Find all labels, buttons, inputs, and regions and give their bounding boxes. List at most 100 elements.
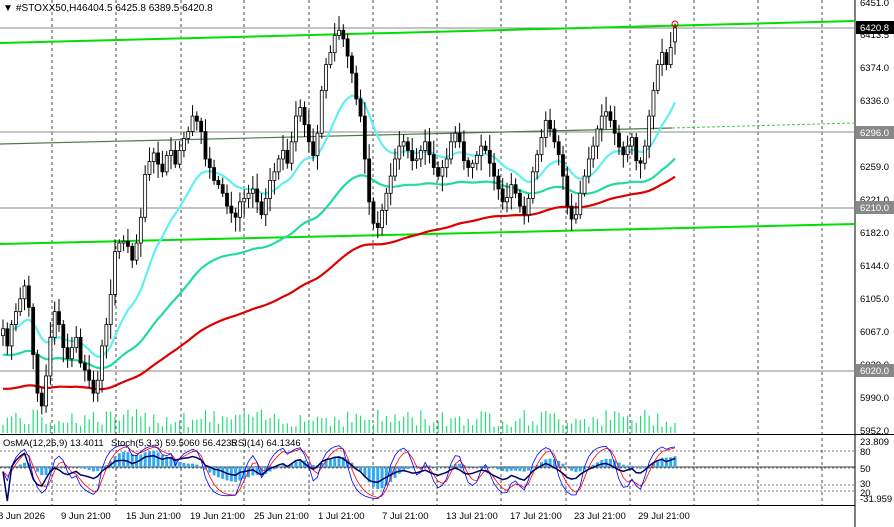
- trend-line-mid: [0, 127, 673, 145]
- candle-body: [272, 171, 277, 181]
- candle-body: [522, 205, 527, 216]
- candle-body: [35, 354, 40, 394]
- price-tick: 6182.0: [860, 228, 889, 239]
- candle-body: [423, 141, 428, 151]
- candle-body: [668, 47, 673, 66]
- dropdown-arrow-icon[interactable]: ▼: [3, 3, 13, 14]
- candle-body: [406, 141, 410, 151]
- candle-body: [138, 216, 143, 244]
- candle-body: [160, 163, 165, 173]
- candlesticks: [1, 16, 677, 415]
- price-tick: 6336.0: [860, 96, 889, 107]
- candle-body: [70, 347, 74, 360]
- candle-body: [479, 145, 484, 156]
- candle-body: [169, 149, 173, 156]
- candle-body: [380, 210, 384, 228]
- candle-body: [39, 392, 44, 407]
- candle-body: [509, 184, 514, 198]
- candle-body: [371, 201, 376, 224]
- candle-body: [225, 192, 229, 207]
- candle-body: [505, 197, 509, 203]
- candle-body: [591, 145, 596, 160]
- candle-body: [384, 192, 389, 211]
- candle-body: [1, 328, 5, 337]
- candle-body: [26, 285, 31, 308]
- stoch-main-line: [2, 444, 676, 500]
- candle-body: [462, 141, 466, 162]
- candle-body: [31, 306, 36, 355]
- level-30-label: 30: [860, 479, 871, 490]
- osma-histogram: [5, 450, 677, 489]
- candle-body: [582, 175, 587, 194]
- candle-body: [556, 141, 561, 156]
- time-tick: 1 Jul 21:00: [318, 511, 364, 522]
- price-tick: 6259.0: [860, 162, 889, 173]
- candle-body: [82, 362, 87, 371]
- level-50-label: 50: [860, 464, 871, 475]
- candle-body: [457, 132, 462, 143]
- candle-body: [414, 158, 419, 162]
- candle-body: [440, 167, 445, 177]
- candle-body: [673, 27, 677, 43]
- time-tick: 29 Jul 21:00: [638, 511, 690, 522]
- candle-body: [548, 119, 552, 130]
- candle-body: [14, 311, 18, 325]
- rsi-line: [2, 452, 676, 502]
- candle-body: [617, 132, 621, 148]
- candle-body: [375, 222, 380, 228]
- candle-body: [586, 158, 591, 177]
- candle-body: [328, 52, 333, 66]
- level-lines: [0, 27, 855, 372]
- osma-axis-max: 23.809: [860, 437, 889, 448]
- candle-body: [625, 145, 630, 156]
- candle-body: [95, 379, 100, 394]
- candle-body: [561, 154, 565, 177]
- time-tick: 7 Jul 21:00: [382, 511, 428, 522]
- svg-text:6210.0: 6210.0: [860, 203, 889, 214]
- candle-body: [651, 89, 656, 117]
- price-tick: 6221.0: [860, 195, 889, 206]
- candle-body: [530, 171, 535, 199]
- ohlc-values: 6404.5 6425.8 6389.5 6420.8: [82, 3, 213, 14]
- candle-body: [194, 115, 199, 122]
- candle-body: [324, 64, 328, 91]
- candle-body: [190, 115, 195, 132]
- candle-body: [302, 107, 307, 126]
- candle-body: [113, 251, 117, 295]
- candle-body: [173, 149, 178, 165]
- candle-body: [134, 242, 139, 261]
- candle-body: [444, 158, 449, 168]
- indicator-panel: 23.809 80 50 30 20 -31.959: [0, 437, 892, 505]
- candle-body: [164, 155, 169, 173]
- candle-body: [500, 188, 505, 203]
- indicator-header: OsMA(12,26,9) 13.4011 Stoch(5,3,3) 59.50…: [3, 438, 301, 449]
- candle-body: [418, 149, 423, 160]
- time-tick: 9 Jun 21:00: [61, 511, 111, 522]
- candle-body: [655, 64, 660, 91]
- candle-body: [143, 174, 148, 218]
- candle-body: [569, 205, 574, 220]
- candle-body: [207, 158, 212, 168]
- level-20-label: 20: [860, 488, 871, 499]
- candle-body: [294, 115, 298, 143]
- stoch-label: Stoch(5,3,3) 59.5060 56.4235: [111, 438, 237, 449]
- candle-body: [91, 379, 96, 394]
- candle-body: [427, 141, 432, 156]
- candle-body: [130, 246, 135, 261]
- candle-body: [311, 141, 316, 156]
- price-tick: 6374.0: [860, 63, 889, 74]
- candle-body: [104, 324, 109, 347]
- candle-body: [319, 89, 324, 134]
- level-label-6210: 6210.0: [856, 201, 894, 214]
- candle-body: [147, 161, 152, 175]
- candle-body: [474, 155, 479, 164]
- candle-body: [229, 205, 234, 214]
- time-tick: 19 Jun 21:00: [190, 511, 245, 522]
- candle-body: [595, 128, 600, 147]
- svg-text:6420.8: 6420.8: [860, 23, 889, 34]
- price-tick: 5952.0: [860, 426, 889, 437]
- candle-body: [156, 152, 160, 165]
- price-axis: 6451.0 6413.5 6374.0 6336.0 6259.0 6221.…: [856, 0, 894, 437]
- candle-body: [268, 180, 272, 199]
